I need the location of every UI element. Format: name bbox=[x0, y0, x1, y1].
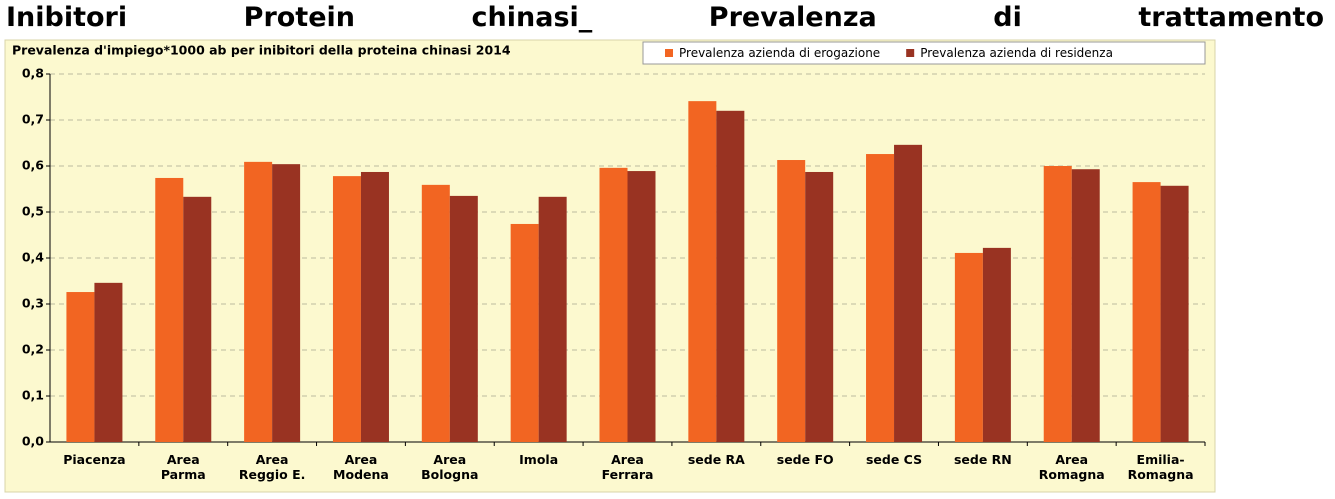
y-tick-label: 0,7 bbox=[22, 112, 44, 127]
bar bbox=[360, 171, 389, 443]
y-tick-label: 0,6 bbox=[22, 158, 44, 173]
bar bbox=[1071, 169, 1100, 442]
bar bbox=[332, 176, 361, 442]
x-tick-label: Area Ferrara bbox=[601, 452, 654, 482]
x-tick-label: Area Reggio E. bbox=[238, 452, 306, 482]
x-tick-label: Area Romagna bbox=[1038, 452, 1105, 482]
chart-title: Prevalenza d'impiego*1000 ab per inibito… bbox=[12, 43, 511, 58]
x-tick-label: Area Bologna bbox=[421, 452, 479, 482]
y-tick-label: 0,8 bbox=[22, 66, 44, 81]
bar bbox=[94, 282, 123, 442]
bar bbox=[688, 101, 717, 442]
y-tick-label: 0,2 bbox=[22, 342, 44, 357]
bar bbox=[866, 154, 895, 443]
bar bbox=[183, 196, 212, 442]
bar bbox=[894, 144, 923, 442]
page-title: Inibitori Protein chinasi_ Prevalenza di… bbox=[6, 2, 1324, 33]
bar bbox=[599, 167, 628, 442]
bar bbox=[538, 196, 567, 442]
legend-label: Prevalenza azienda di erogazione bbox=[679, 46, 880, 60]
bar bbox=[449, 195, 478, 442]
bar bbox=[244, 161, 273, 443]
legend-swatch bbox=[665, 49, 673, 57]
bar bbox=[954, 252, 983, 442]
x-tick-label: Imola bbox=[519, 452, 559, 467]
bar bbox=[627, 171, 656, 442]
bar bbox=[421, 184, 450, 443]
bar bbox=[1160, 185, 1189, 442]
x-tick-label: Piacenza bbox=[63, 452, 126, 467]
x-tick-label: sede RA bbox=[687, 452, 745, 467]
x-tick-label: Emilia-Romagna bbox=[1127, 452, 1194, 482]
bar bbox=[1132, 182, 1161, 442]
bar bbox=[982, 247, 1011, 442]
y-tick-label: 0,4 bbox=[22, 250, 44, 265]
legend-box bbox=[642, 41, 1206, 65]
bar bbox=[66, 292, 95, 442]
y-tick-label: 0,0 bbox=[22, 434, 44, 449]
legend-swatch bbox=[906, 49, 915, 57]
legend-label: Prevalenza azienda di residenza bbox=[920, 46, 1113, 60]
bar bbox=[805, 171, 834, 443]
x-tick-label: sede FO bbox=[776, 452, 834, 467]
bar bbox=[510, 223, 539, 442]
x-tick-label: Area Parma bbox=[160, 452, 206, 482]
bar bbox=[272, 164, 301, 442]
bar bbox=[1043, 166, 1072, 442]
y-tick-label: 0,1 bbox=[22, 388, 44, 403]
bar bbox=[777, 160, 806, 442]
bar bbox=[155, 177, 184, 442]
x-tick-label: sede RN bbox=[953, 452, 1012, 467]
y-tick-label: 0,5 bbox=[22, 204, 44, 219]
bar bbox=[716, 110, 745, 443]
x-tick-label: sede CS bbox=[865, 452, 923, 467]
y-tick-label: 0,3 bbox=[22, 296, 44, 311]
x-tick-label: Area Modena bbox=[333, 452, 389, 482]
